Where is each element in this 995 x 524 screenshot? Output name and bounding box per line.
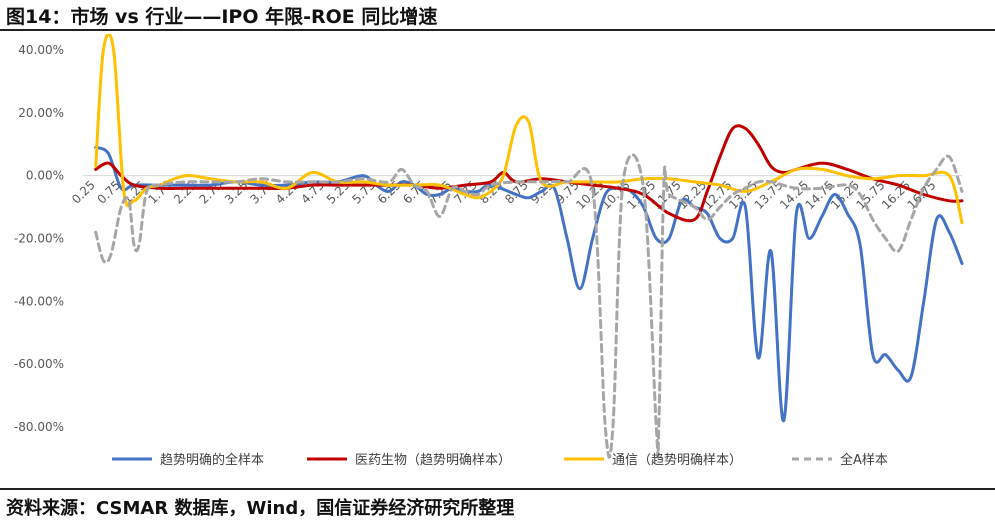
- y-axis: 40.00% 20.00% 0.00% -20.00% -40.00% -60.00% -8…: [14, 43, 64, 434]
- legend-label-2: 通信（趋势明确样本）: [612, 452, 742, 468]
- source-note: 资料来源：CSMAR 数据库，Wind，国信证券经济研究所整理: [6, 498, 515, 519]
- legend-item-0: 趋势明确的全样本: [112, 452, 264, 468]
- legend-item-1: 医药生物（趋势明确样本）: [307, 452, 511, 468]
- legend-label-1: 医药生物（趋势明确样本）: [355, 452, 511, 468]
- legend-item-2: 通信（趋势明确样本）: [564, 452, 742, 468]
- series-line-3: [94, 153, 964, 459]
- legend-label-0: 趋势明确的全样本: [160, 452, 264, 468]
- legend-label-3: 全A样本: [840, 452, 888, 468]
- title-rule: [0, 29, 995, 31]
- footer-rule: [0, 488, 995, 490]
- x-tick-label: 0.25: [69, 178, 98, 207]
- y-tick-label: -20.00%: [14, 232, 64, 246]
- series-lines: [94, 34, 964, 459]
- y-tick-label: -40.00%: [14, 294, 64, 308]
- y-tick-label: 20.00%: [18, 106, 64, 120]
- y-tick-label: -80.00%: [14, 420, 64, 434]
- series-line-2: [94, 34, 964, 225]
- y-tick-label: -60.00%: [14, 357, 64, 371]
- chart-title: 图14：市场 vs 行业——IPO 年限-ROE 同比增速: [6, 6, 438, 28]
- legend: 趋势明确的全样本 医药生物（趋势明确样本） 通信（趋势明确样本） 全A样本: [112, 452, 888, 468]
- y-tick-label: 40.00%: [18, 43, 64, 57]
- legend-item-3: 全A样本: [792, 452, 888, 468]
- y-tick-label: 0.00%: [26, 169, 64, 183]
- x-tick-label: 7.25: [426, 178, 455, 207]
- line-chart: 40.00% 20.00% 0.00% -20.00% -40.00% -60.00% -8…: [14, 34, 964, 468]
